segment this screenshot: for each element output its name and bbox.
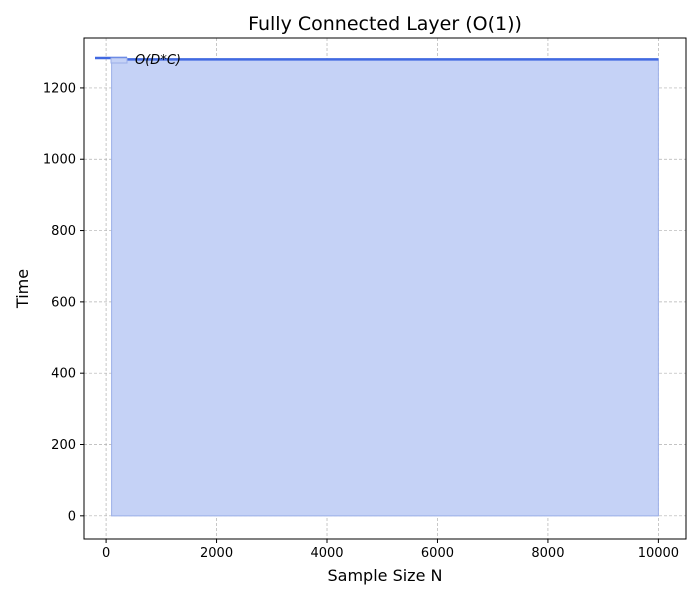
series-area xyxy=(111,58,659,517)
y-tick-label: 600 xyxy=(51,295,76,310)
x-tick-label: 8000 xyxy=(531,546,564,561)
x-tick-label: 4000 xyxy=(310,546,343,561)
y-tick-label: 800 xyxy=(51,224,76,239)
legend-label: O(D*C) xyxy=(135,53,181,68)
x-tick-label: 6000 xyxy=(421,546,454,561)
y-tick-label: 0 xyxy=(68,509,76,524)
y-axis-title: Time xyxy=(13,269,32,309)
ticks: 0 2000 4000 6000 8000 10000 0 200 400 600 800 1000 1… xyxy=(43,81,679,561)
legend: O(D*C) xyxy=(95,53,181,68)
legend-fill-swatch xyxy=(110,57,128,64)
y-tick-label: 1000 xyxy=(43,153,76,168)
y-tick-label: 400 xyxy=(51,367,76,382)
x-axis-title: Sample Size N xyxy=(328,566,443,585)
x-tick-label: 10000 xyxy=(638,546,679,561)
x-tick-label: 0 xyxy=(102,546,110,561)
x-tick-label: 2000 xyxy=(200,546,233,561)
plot-frame xyxy=(83,37,687,540)
series-layer xyxy=(111,58,659,517)
y-tick-label: 1200 xyxy=(43,81,76,96)
y-tick-label: 200 xyxy=(51,438,76,453)
chart-title: Fully Connected Layer (O(1)) xyxy=(248,13,522,35)
